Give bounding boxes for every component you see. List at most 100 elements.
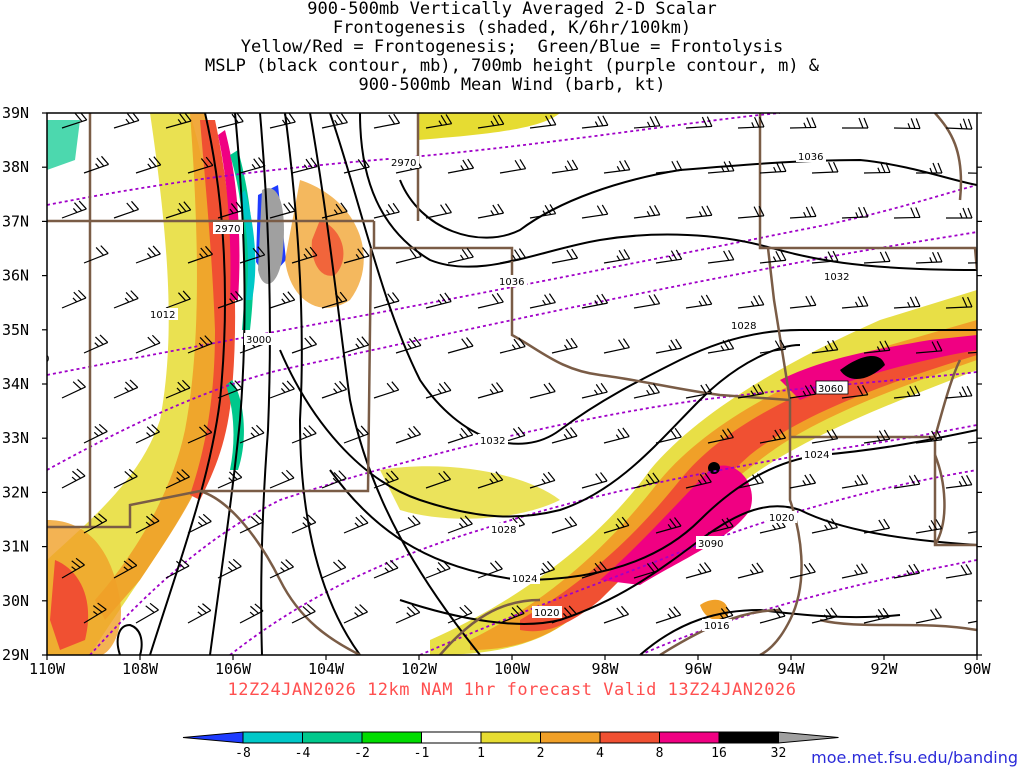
wind-barb bbox=[863, 251, 891, 264]
height-label: 2970 bbox=[389, 156, 419, 169]
title-line: 900-500mb Vertically Averaged 2-D Scalar bbox=[307, 0, 717, 19]
wind-barb bbox=[447, 247, 474, 264]
wind-barb bbox=[529, 382, 556, 399]
mslp-label: 1012 bbox=[148, 308, 178, 321]
wind-barb bbox=[343, 157, 370, 174]
wind-barb bbox=[707, 160, 735, 174]
wind-barb bbox=[83, 513, 108, 534]
wind-barb bbox=[893, 118, 921, 130]
wind-barb bbox=[737, 205, 765, 219]
wind-barb bbox=[291, 157, 318, 174]
wind-barb bbox=[811, 518, 838, 534]
wind-barb bbox=[499, 605, 525, 624]
wind-barb bbox=[217, 290, 244, 309]
wind-barb bbox=[343, 336, 370, 354]
colorbar-swatch bbox=[242, 731, 303, 744]
wind-barb bbox=[83, 423, 108, 444]
wind-barb bbox=[113, 468, 138, 489]
wind-barb bbox=[915, 430, 943, 444]
colorbar-swatch bbox=[599, 731, 660, 744]
wind-barb bbox=[581, 472, 608, 489]
mslp-label: 1028 bbox=[729, 319, 759, 332]
svg-text:1024: 1024 bbox=[804, 450, 829, 461]
mslp-label: 1036 bbox=[796, 150, 826, 163]
lat-axis: 39N 38N 37N 36N 35N 34N 33N 32N 31N 30N 29N bbox=[2, 104, 982, 664]
map-title: 900-500mb Vertically Averaged 2-D Scalar… bbox=[0, 0, 1024, 95]
wind-barb bbox=[61, 200, 87, 219]
colorbar-swatch bbox=[718, 731, 779, 744]
wind-barb bbox=[291, 603, 316, 624]
wind-barb bbox=[395, 515, 421, 534]
svg-text:1020: 1020 bbox=[534, 608, 559, 619]
wind-barb bbox=[841, 385, 869, 399]
forecast-valid-time: 12Z24JAN2026 12km NAM 1hr forecast Valid… bbox=[227, 680, 797, 700]
wind-barb bbox=[551, 516, 578, 534]
wind-barb bbox=[83, 245, 109, 264]
wind-barb bbox=[269, 380, 295, 399]
wind-barb bbox=[135, 424, 160, 444]
wind-barb bbox=[135, 334, 161, 354]
wind-barb bbox=[187, 156, 214, 174]
wind-barb bbox=[967, 439, 977, 444]
lat-label: 38N bbox=[2, 158, 29, 176]
wind-barb bbox=[581, 204, 609, 219]
wind-barb bbox=[425, 292, 452, 309]
wind-barb bbox=[655, 160, 683, 174]
wind-barb bbox=[269, 469, 295, 489]
wind-barb bbox=[187, 513, 212, 534]
wind-barb bbox=[239, 514, 264, 534]
height-label: 3090 bbox=[696, 536, 728, 550]
wind-barb bbox=[395, 247, 422, 264]
wind-barb bbox=[789, 562, 816, 579]
wind-barb bbox=[343, 247, 370, 264]
wind-barb bbox=[967, 172, 977, 175]
wind-barb bbox=[915, 519, 943, 534]
colorbar-swatch bbox=[540, 731, 601, 744]
wind-barb bbox=[737, 295, 765, 309]
wind-barb bbox=[841, 563, 868, 579]
wind-barb bbox=[499, 337, 526, 354]
colorbar-tick-label: -4 bbox=[295, 746, 311, 761]
wind-barb bbox=[967, 350, 977, 354]
lon-label: 110W bbox=[29, 660, 66, 678]
wind-barb bbox=[395, 425, 422, 444]
wind-barb bbox=[477, 292, 504, 309]
credit-url[interactable]: moe.met.fsu.edu/banding bbox=[811, 748, 1018, 767]
colorbar-tick-label: -8 bbox=[235, 746, 251, 761]
colorbar-tick-label: -2 bbox=[354, 746, 370, 761]
wind-barb bbox=[916, 162, 943, 174]
wind-barb bbox=[737, 116, 765, 129]
wind-barb bbox=[447, 158, 475, 174]
wind-barb bbox=[165, 201, 192, 219]
wind-barb bbox=[165, 290, 191, 309]
wind-barb bbox=[759, 161, 787, 174]
colorbar-swatch bbox=[421, 731, 482, 744]
wind-barb bbox=[239, 246, 266, 264]
wind-barb bbox=[113, 558, 138, 579]
colorbar-tick-label: 8 bbox=[656, 746, 664, 761]
wind-barb bbox=[789, 473, 817, 489]
lon-label: 106W bbox=[215, 660, 252, 678]
wind-barb bbox=[447, 426, 474, 444]
wind-barb bbox=[217, 201, 244, 219]
wind-barb bbox=[945, 385, 973, 399]
wind-barb bbox=[373, 113, 401, 129]
wind-barb bbox=[135, 513, 160, 534]
wind-barb bbox=[655, 249, 683, 264]
wind-barb bbox=[945, 475, 973, 489]
colorbar-swatch bbox=[302, 731, 363, 744]
wind-barb bbox=[113, 379, 139, 399]
wind-barb bbox=[581, 382, 608, 399]
wind-barb bbox=[759, 250, 787, 264]
wind-barb bbox=[165, 558, 190, 579]
colorbar-tick-label: 1 bbox=[477, 746, 485, 761]
wind-barb bbox=[863, 607, 890, 624]
height-label: 3000 bbox=[244, 333, 274, 346]
wind-barb bbox=[633, 294, 661, 309]
mslp-label: 1020 bbox=[532, 606, 562, 619]
wind-barb bbox=[737, 562, 764, 579]
wind-barb bbox=[759, 428, 787, 444]
wind-barb bbox=[135, 156, 162, 174]
wind-barb bbox=[135, 245, 161, 264]
